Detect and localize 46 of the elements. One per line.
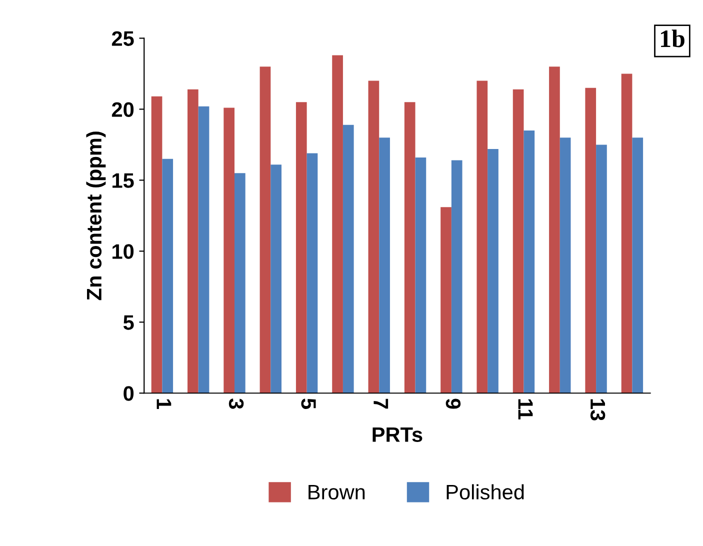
bar (224, 108, 234, 394)
y-tick-label: 20 (112, 102, 134, 117)
bar (404, 102, 416, 394)
bar (368, 80, 380, 394)
x-axis-title: PRTs (372, 427, 422, 442)
bar (260, 66, 271, 394)
bar (596, 144, 607, 394)
bar (162, 158, 174, 394)
bar (188, 89, 198, 394)
bar (440, 207, 452, 394)
y-axis-title: Zn content (ppm) (86, 132, 106, 300)
bar (270, 164, 282, 394)
bar (512, 89, 524, 394)
x-tick-label: 1 (156, 399, 172, 409)
bar (342, 124, 354, 394)
y-tick-label: 25 (112, 31, 134, 46)
bar (524, 130, 535, 394)
bar (306, 153, 318, 394)
bar (198, 106, 210, 394)
bar (151, 96, 162, 394)
bar (296, 102, 307, 394)
x-tick-label: 11 (518, 399, 533, 420)
y-tick-label: 10 (112, 244, 134, 259)
y-tick-label: 15 (112, 173, 134, 188)
legend-label: Polished (446, 484, 524, 500)
bar (585, 88, 596, 394)
x-tick-label: 5 (301, 398, 316, 409)
bar (415, 157, 426, 394)
bar (332, 55, 343, 394)
y-tick-label: 5 (123, 315, 134, 330)
x-tick-label: 9 (446, 398, 461, 409)
legend-label: Brown (308, 484, 365, 500)
bar (488, 148, 498, 394)
bar (451, 160, 462, 394)
x-tick-label: 7 (374, 398, 388, 409)
bar (476, 80, 488, 394)
bar (621, 74, 632, 394)
bar (632, 138, 644, 394)
y-tick-label: 0 (124, 386, 134, 401)
bar (549, 66, 560, 394)
x-tick-label: 13 (590, 399, 606, 420)
text: 1b (661, 30, 684, 48)
bar (560, 138, 571, 394)
bar (379, 138, 390, 394)
bar (234, 173, 246, 394)
x-tick-label: 3 (228, 398, 244, 409)
